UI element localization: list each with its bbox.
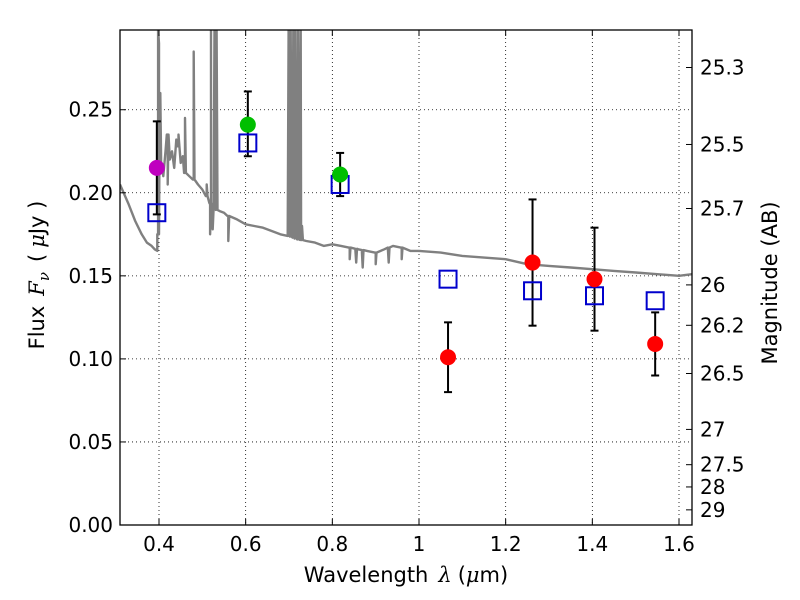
magnitude-tick-label: 26.2 (700, 313, 745, 337)
model-photometry-markers (147, 133, 665, 311)
y-tick-label: 0.05 (68, 430, 113, 454)
observed-point (586, 271, 603, 288)
magnitude-tick-label: 25.7 (700, 196, 745, 220)
model-point-square (585, 286, 604, 306)
plot-frame (119, 29, 693, 526)
x-tick-label: 1.2 (490, 532, 522, 556)
observed-point (524, 254, 541, 271)
x-axis-label: Wavelength λ (μm) (304, 563, 508, 587)
magnitude-tick-label: 25.3 (700, 56, 745, 80)
x-tick-label: 1.6 (663, 532, 695, 556)
observed-point (440, 349, 457, 366)
model-point-square (523, 281, 543, 301)
template-spectrum-line (120, 30, 692, 277)
magnitude-tick-label: 28 (700, 475, 725, 499)
y-tick-label: 0.10 (68, 347, 113, 371)
model-point-square (147, 203, 167, 223)
gridlines (120, 30, 692, 526)
y-tick-label: 0.15 (68, 264, 113, 288)
magnitude-tick-label: 26 (700, 273, 725, 297)
magnitude-tick-label: 26.5 (700, 362, 745, 386)
y-tick-label: 0.20 (68, 181, 113, 205)
model-point-square (645, 291, 665, 311)
y-axis-ticks: 0.00 0.05 0.10 0.15 0.20 0.25 (68, 98, 126, 537)
observed-point (148, 159, 165, 176)
magnitude-tick-label: 27.5 (700, 453, 745, 477)
template-spectrum (120, 30, 692, 277)
magnitude-tick-label: 27 (700, 417, 725, 441)
magnitude-axis-label: Magnitude (AB) (758, 201, 782, 364)
observed-point (239, 116, 256, 133)
model-point-square (238, 133, 258, 153)
y-tick-label: 0.00 (68, 513, 113, 537)
y-axis-label: FluxFν(μJy ) (25, 201, 53, 350)
x-tick-label: 0.6 (230, 532, 262, 556)
observed-point (647, 335, 664, 352)
x-axis-ticks: 0.4 0.6 0.8 1 1.2 1.4 1.6 (143, 30, 695, 556)
x-tick-label: 1 (413, 532, 426, 556)
observed-photometry-markers (148, 116, 664, 366)
x-tick-label: 0.8 (316, 532, 348, 556)
model-point-square (438, 269, 458, 289)
magnitude-tick-label: 29 (700, 498, 725, 522)
x-tick-label: 0.4 (143, 532, 175, 556)
observed-point (332, 166, 349, 183)
magnitude-tick-label: 25.5 (700, 132, 745, 156)
x-tick-label: 1.4 (576, 532, 608, 556)
y-tick-label: 0.25 (68, 98, 113, 122)
